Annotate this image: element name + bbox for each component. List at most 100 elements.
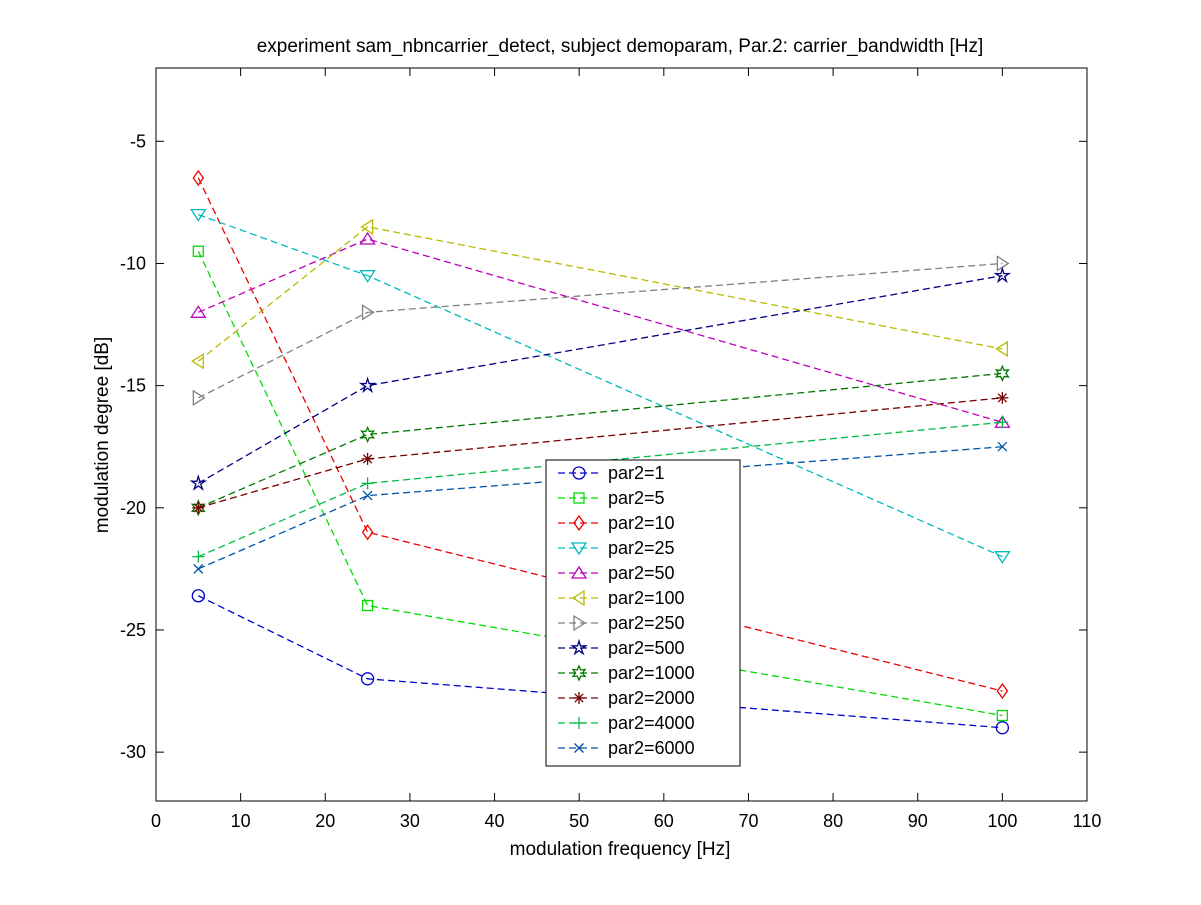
legend-label: par2=25 <box>608 538 675 558</box>
x-tick-label: 100 <box>987 811 1017 831</box>
legend-marker <box>573 692 585 704</box>
legend-label: par2=500 <box>608 638 685 658</box>
data-point <box>995 340 1009 358</box>
data-point <box>994 551 1011 564</box>
series-par2=500 <box>189 266 1012 491</box>
data-point <box>361 524 374 541</box>
series-line <box>198 421 1003 558</box>
series-par2=1000 <box>190 364 1010 517</box>
data-point <box>360 672 375 686</box>
data-point <box>993 266 1012 284</box>
x-tick-label: 60 <box>654 811 674 831</box>
legend-label: par2=4000 <box>608 713 695 733</box>
data-point <box>360 425 376 444</box>
data-point <box>359 231 376 245</box>
x-tick-label: 110 <box>1073 811 1102 831</box>
plot-area: 0 10 20 30 40 50 60 70 80 90 100 110 -5 -10 -15 -20 -25 -… <box>120 67 1102 831</box>
legend-entry: par2=250 <box>558 613 685 633</box>
data-point <box>362 490 373 501</box>
legend-label: par2=5 <box>608 488 665 508</box>
data-point <box>192 501 205 514</box>
series-par2=5 <box>192 245 1009 722</box>
legend-entry: par2=1000 <box>558 663 695 683</box>
axes-box <box>155 67 1088 802</box>
y-tick-label: -15 <box>120 376 146 396</box>
legend-label: par2=250 <box>608 613 685 633</box>
legend-entry: par2=25 <box>558 538 675 558</box>
x-tick-label: 50 <box>569 811 589 831</box>
series-par2=1 <box>191 589 1010 735</box>
legend-marker <box>573 717 585 729</box>
legend-label: par2=2000 <box>608 688 695 708</box>
y-axis-label: modulation degree [dB] <box>92 337 113 533</box>
legend-label: par2=1 <box>608 463 665 483</box>
series-par2=250 <box>192 255 1010 407</box>
data-point <box>996 709 1009 722</box>
legend-label: par2=50 <box>608 563 675 583</box>
legend-marker <box>570 565 588 579</box>
data-point <box>190 208 207 222</box>
legend-entry: par2=6000 <box>558 738 695 758</box>
series-par2=6000 <box>193 441 1008 574</box>
x-tick-label: 0 <box>151 811 161 831</box>
series-line <box>198 446 1003 570</box>
y-tick-label: -20 <box>120 498 146 518</box>
legend-label: par2=100 <box>608 588 685 608</box>
series-par2=2000 <box>192 391 1009 514</box>
x-tick-label: 40 <box>485 811 505 831</box>
x-tick-label: 30 <box>400 811 420 831</box>
series-line <box>198 595 1003 729</box>
data-point <box>192 389 206 407</box>
y-tick-label: -25 <box>120 620 146 640</box>
legend-label: par2=1000 <box>608 663 695 683</box>
legend-marker <box>573 514 585 532</box>
series-par2=100 <box>191 218 1009 370</box>
data-point <box>361 304 375 321</box>
x-axis-label: modulation frequency [Hz] <box>510 839 731 860</box>
legend-label: par2=10 <box>608 513 675 533</box>
legend-marker <box>573 614 587 632</box>
x-tick-label: 90 <box>908 811 928 831</box>
x-tick-label: 70 <box>738 811 758 831</box>
data-point <box>995 721 1010 735</box>
data-point <box>193 563 204 574</box>
legend-entry: par2=4000 <box>558 713 695 733</box>
series-line <box>198 262 1003 399</box>
data-point <box>358 376 377 394</box>
data-point <box>360 218 374 236</box>
data-point <box>361 452 374 465</box>
x-tick-label: 80 <box>823 811 843 831</box>
data-point <box>994 364 1010 383</box>
data-point <box>997 441 1008 452</box>
data-point <box>361 477 374 490</box>
series-line <box>197 177 1003 692</box>
data-point <box>190 499 206 517</box>
legend-box <box>545 459 741 767</box>
y-tick-label: -5 <box>130 131 146 151</box>
series-line <box>198 372 1003 509</box>
data-point <box>191 353 204 370</box>
legend-marker <box>573 492 585 504</box>
legend-marker <box>570 542 588 556</box>
x-tick-label: 10 <box>231 811 251 831</box>
series-line <box>197 226 1003 362</box>
legend: par2=1 par2=5 par2=10 par2=25 par2=50 par2=10… <box>545 459 741 767</box>
legend-entry: par2=10 <box>558 513 675 533</box>
data-point <box>191 589 205 603</box>
data-point <box>996 255 1010 272</box>
legend-marker <box>572 466 586 480</box>
legend-entry: par2=1 <box>558 463 665 483</box>
data-point <box>192 550 205 563</box>
data-point <box>361 599 374 612</box>
series-line <box>198 238 1003 423</box>
legend-marker <box>570 638 588 656</box>
y-tick-label: -10 <box>120 253 146 273</box>
legend-marker <box>571 589 585 607</box>
series-par2=10 <box>192 169 1009 700</box>
data-point <box>192 245 204 257</box>
legend-entry: par2=50 <box>558 563 675 583</box>
chart-title: experiment sam_nbncarrier_detect, subjec… <box>257 36 984 57</box>
y-tick-label: -30 <box>120 742 146 762</box>
series-par2=4000 <box>192 416 1009 563</box>
